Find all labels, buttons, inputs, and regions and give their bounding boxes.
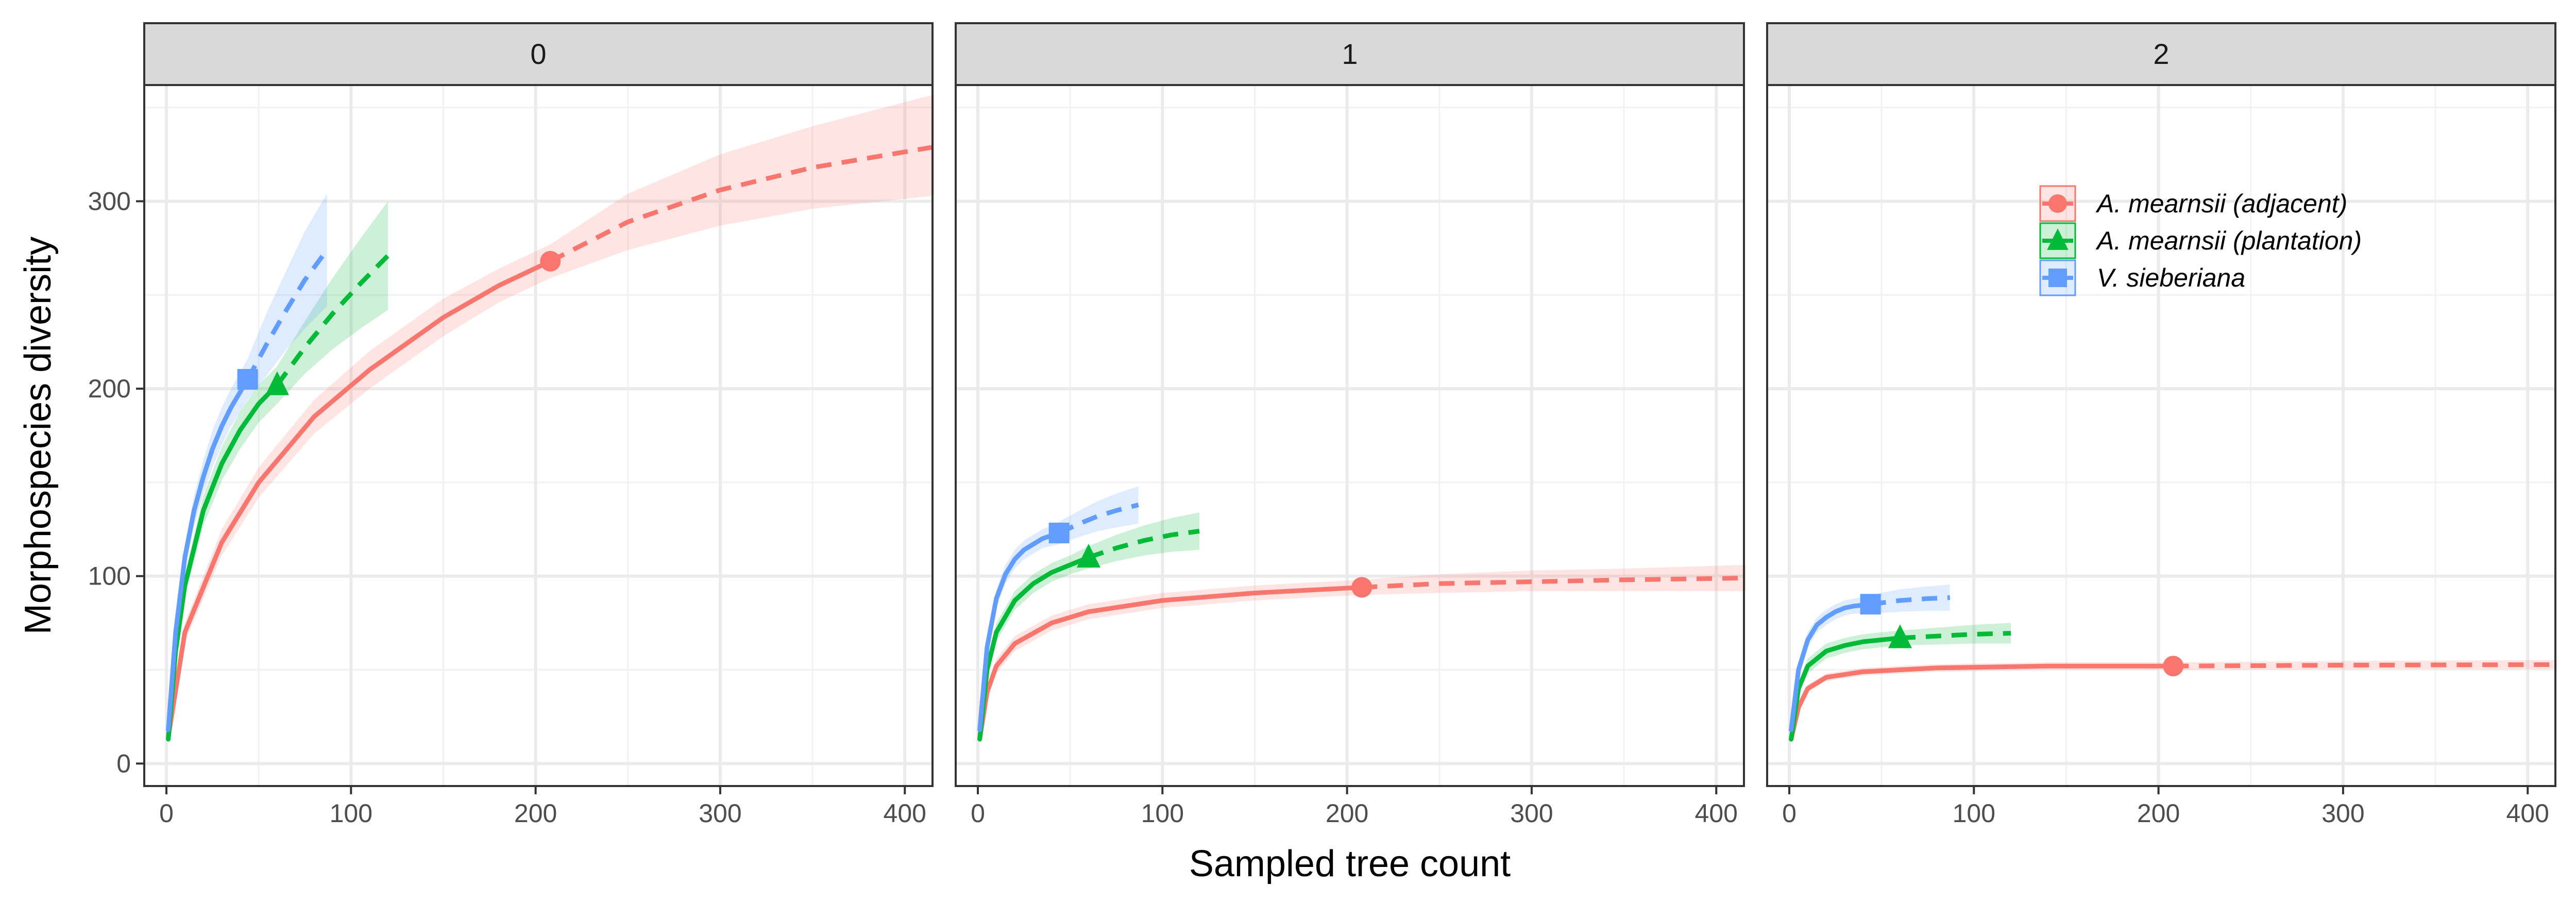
observed-point-0	[2163, 656, 2184, 677]
x-axis-title: Sampled tree count	[1189, 843, 1511, 884]
rarefaction-line-1	[977, 555, 1091, 742]
legend-key-marker	[2047, 228, 2069, 250]
observed-point-0	[540, 250, 561, 272]
x-tick-label: 0	[1782, 799, 1797, 828]
extrapolation-line-0	[1362, 575, 1746, 590]
legend-key-0	[2039, 185, 2076, 222]
extrapolation-line-2	[1870, 595, 1950, 607]
rarefaction-line-0	[1789, 663, 2176, 742]
observed-point-2	[1048, 523, 1070, 544]
observed-point-1	[265, 371, 289, 395]
x-tick-label: 200	[1326, 799, 1368, 828]
legend-label-1: A. mearnsii (plantation)	[2095, 226, 2362, 255]
legend-key-marker	[2048, 269, 2067, 287]
facet-strip-label: 0	[530, 38, 546, 70]
y-tick-label: 300	[88, 187, 131, 215]
extrapolation-line-1	[275, 254, 390, 387]
extrapolation-line-1	[1900, 631, 2011, 641]
x-tick-label: 300	[2321, 799, 2364, 828]
observed-point-2	[237, 369, 258, 390]
y-tick-label: 0	[116, 749, 131, 778]
confidence-band-2	[168, 193, 327, 736]
extrapolation-line-2	[1058, 503, 1139, 536]
facet-strip	[143, 22, 934, 86]
extrapolation-line-1	[1088, 529, 1200, 560]
confidence-band-1	[168, 201, 388, 743]
rarefaction-line-1	[1789, 636, 1903, 742]
x-tick-label: 0	[971, 799, 985, 828]
rarefaction-line-2	[1789, 602, 1873, 732]
rarefaction-line-0	[166, 259, 553, 740]
confidence-band-0	[1791, 660, 2557, 743]
legend-key-2	[2039, 259, 2076, 296]
y-tick-label: 200	[88, 374, 131, 403]
x-tick-label: 200	[514, 799, 557, 828]
x-tick-label: 400	[884, 799, 926, 828]
facet-strip	[955, 22, 1745, 86]
rarefaction-line-2	[166, 377, 250, 732]
facet-strip-label: 2	[2153, 38, 2169, 70]
y-axis-title: Morphospecies diversity	[18, 237, 59, 634]
panel-background	[956, 85, 1744, 786]
observed-point-2	[1860, 594, 1881, 615]
rarefaction-line-0	[977, 585, 1364, 742]
x-tick-label: 300	[1510, 799, 1553, 828]
legend-key-1	[2039, 222, 2076, 259]
legend-label-2: V. sieberiana	[2097, 263, 2245, 292]
confidence-band-0	[168, 94, 935, 741]
observed-point-0	[1351, 577, 1372, 598]
extrapolation-line-2	[245, 248, 329, 381]
confidence-band-2	[979, 486, 1139, 736]
x-tick-label: 100	[1953, 799, 1995, 828]
x-tick-label: 400	[1695, 799, 1738, 828]
x-tick-label: 400	[2506, 799, 2549, 828]
facet-strip-label: 1	[1342, 38, 1358, 70]
x-tick-label: 200	[2137, 799, 2180, 828]
legend-label-0: A. mearnsii (adjacent)	[2095, 189, 2347, 218]
extrapolation-line-0	[549, 144, 935, 263]
x-tick-label: 100	[330, 799, 372, 828]
facet-strip	[1766, 22, 2556, 86]
extrapolation-line-0	[2173, 662, 2557, 669]
x-tick-label: 100	[1141, 799, 1184, 828]
x-tick-label: 0	[159, 799, 174, 828]
observed-point-1	[1888, 624, 1912, 648]
legend-key-marker	[2048, 194, 2067, 213]
confidence-band-0	[979, 564, 1746, 743]
rarefaction-line-2	[977, 530, 1062, 732]
observed-point-1	[1076, 543, 1100, 568]
facet-panel-1: 1 0 100 200 300 400	[955, 22, 1746, 828]
y-tick-label: 100	[88, 562, 131, 591]
legend: A. mearnsii (adjacent) A. mearnsii (plant…	[2039, 185, 2362, 296]
x-tick-label: 300	[699, 799, 741, 828]
